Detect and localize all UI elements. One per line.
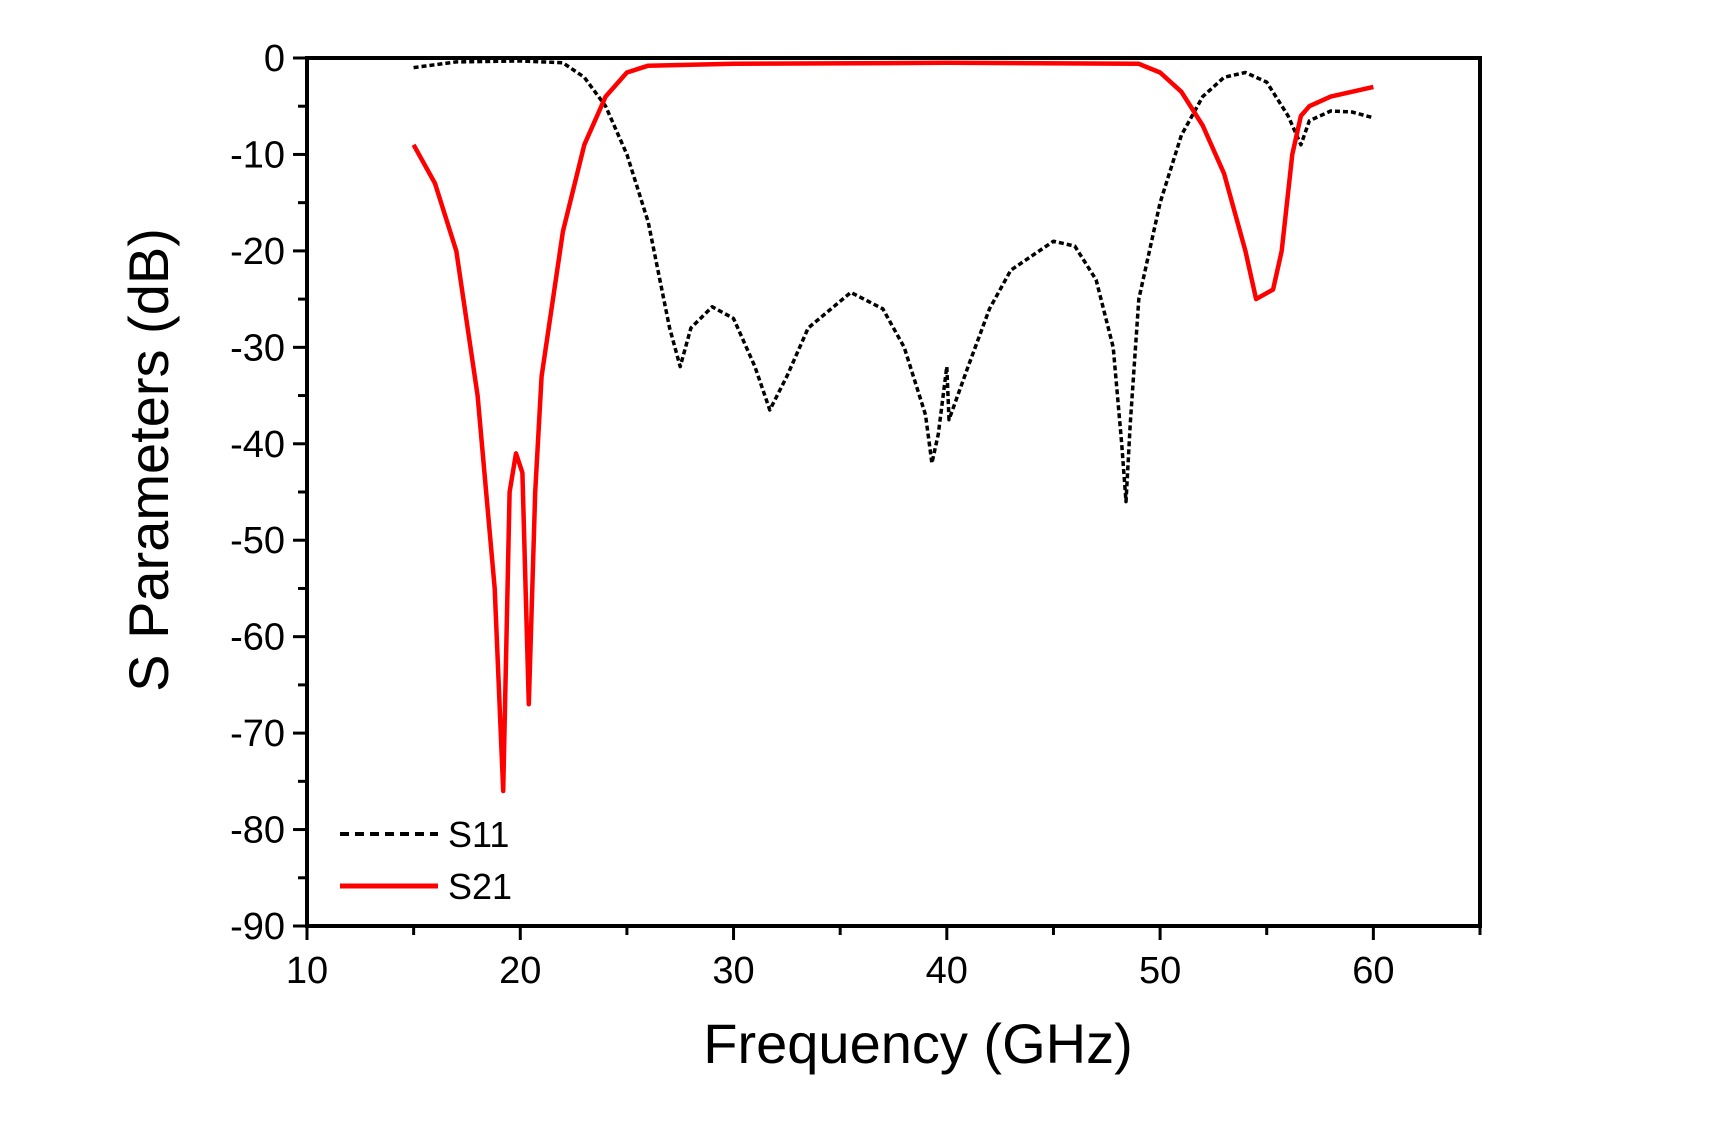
series-line-s21 (411, 60, 1374, 794)
y-tick-label: -60 (230, 617, 285, 659)
plot-frame (305, 56, 1482, 928)
y-tick-label: -70 (230, 713, 285, 755)
legend: S11 S21 (340, 814, 512, 907)
x-tick-label: 60 (1352, 950, 1394, 992)
y-tick-label: -80 (230, 810, 285, 852)
ticks-layer: 10 20 30 40 50 60 0 -10 -20 -30 -40 -50 -60 -70 -80 -90 (230, 38, 1482, 992)
x-tick-label: 10 (286, 950, 328, 992)
x-tick-label: 50 (1139, 950, 1181, 992)
legend-label-s11: S11 (448, 814, 509, 855)
y-axis-title: S Parameters (dB) (117, 228, 180, 692)
x-axis-title: Frequency (GHz) (703, 1012, 1132, 1075)
series-line-s11 (413, 59, 1374, 504)
x-tick-label: 20 (499, 950, 541, 992)
x-tick-label: 40 (926, 950, 968, 992)
y-tick-label: -40 (230, 424, 285, 466)
y-tick-label: -50 (230, 520, 285, 562)
y-tick-label: -30 (230, 327, 285, 369)
y-tick-label: -20 (230, 231, 285, 273)
x-tick-label: 30 (712, 950, 754, 992)
legend-label-s21: S21 (448, 866, 512, 907)
y-tick-label: -90 (230, 906, 285, 948)
y-tick-label: -10 (230, 134, 285, 176)
y-tick-label: 0 (264, 38, 285, 80)
series-layer (411, 59, 1374, 794)
